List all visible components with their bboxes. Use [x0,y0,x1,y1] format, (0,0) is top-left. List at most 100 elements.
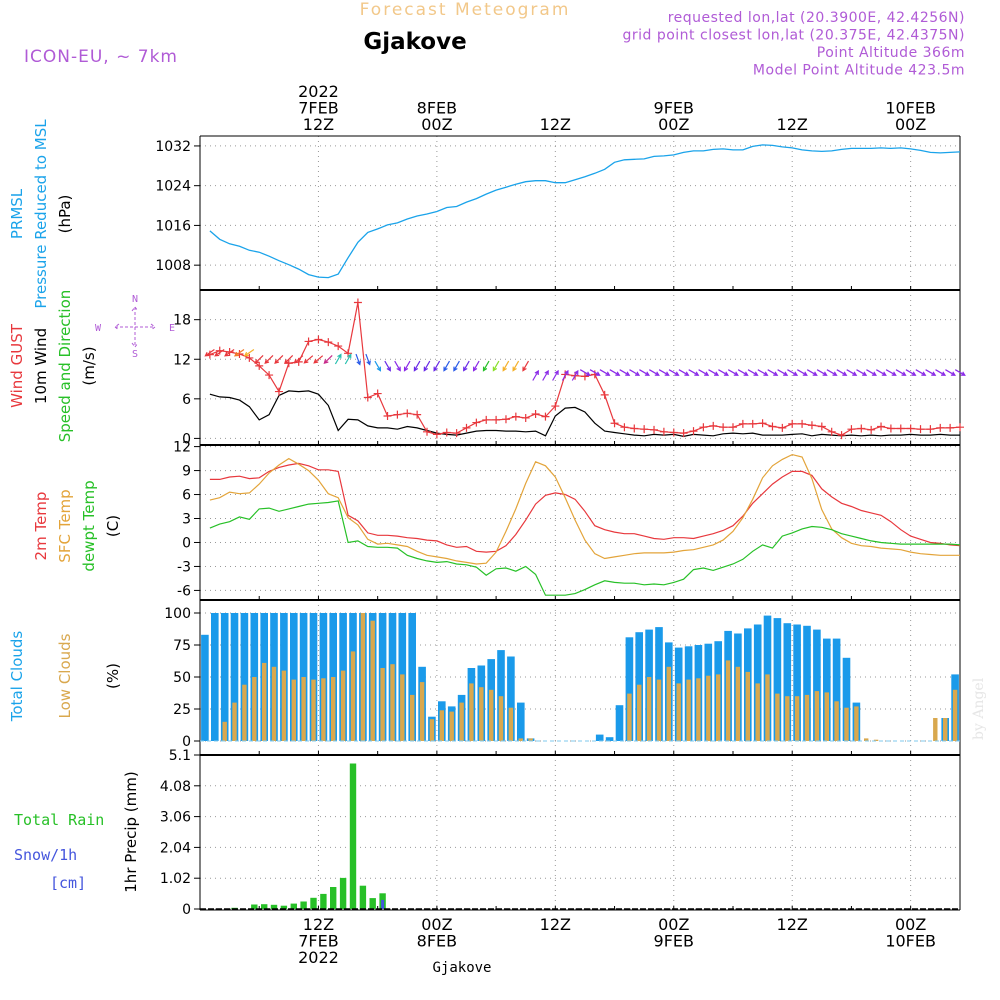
pressure-axis-label: (hPa) [56,195,74,234]
low-cloud-bar [321,678,326,741]
gust-marker [679,429,688,438]
gust-marker [778,423,787,432]
gust-marker [669,428,678,437]
y-tick-label: 0 [182,535,191,551]
low-cloud-bar [804,694,810,741]
time-label-top: 9FEB [654,99,694,118]
y-tick-label: 12 [173,352,191,368]
wind-arrow [954,369,966,376]
time-label-bottom: 00Z [658,915,689,934]
total-cloud-bar [408,613,416,741]
low-cloud-bar [706,675,711,741]
precip-legend-label: Total Rain [14,811,104,829]
wind-arrow [394,360,401,372]
gust-marker [274,387,283,396]
total-cloud-bar [201,634,209,741]
wind-arrow [767,369,779,376]
gust-marker [689,427,698,436]
low-cloud-bar [459,702,464,741]
low-cloud-bar [340,670,346,741]
rain-bar [369,898,376,909]
time-label-bottom: 00Z [895,915,926,934]
y-tick-label: 1008 [155,258,191,274]
low-cloud-bar [350,651,356,741]
gust-marker [837,431,846,440]
wind-arrow [542,369,549,381]
wind-arrow [796,369,808,376]
rain-bar [251,904,258,909]
wind-arrow [463,360,470,372]
low-cloud-bar [627,693,632,741]
time-label-bottom: 10FEB [885,932,936,951]
gust-marker [610,419,619,428]
gust-marker [511,412,520,421]
time-label-top: 00Z [658,115,689,134]
wind-arrow [204,349,215,357]
low-cloud-bar [854,706,859,741]
wind-arrow [344,353,352,365]
low-cloud-bar [716,674,721,741]
wind-arrow [443,360,451,372]
gust-marker [788,419,797,428]
wind-arrow [243,349,255,357]
wind-arrow [472,360,480,372]
low-cloud-bar [222,721,227,741]
temp-axis-label: SFC Temp [56,489,74,562]
gust-marker [501,415,510,424]
rain-bar [261,904,268,909]
info-line: Point Altitude 366m [817,45,965,61]
wind-arrow [935,369,947,376]
time-label-top: 12Z [777,115,808,134]
low-cloud-bar [666,666,671,741]
wind-speed-line [209,390,960,438]
wind-arrow [945,369,956,376]
temp-axis-label: 2m Temp [32,492,50,561]
gust-marker [462,423,471,432]
snow-bar [381,899,385,909]
wind-arrow [875,369,887,376]
gust-marker [432,430,441,439]
gust-marker [896,424,905,433]
precip-legend-label: Snow/1h [14,846,77,864]
wind-arrow [688,369,700,376]
info-line: Model Point Altitude 423.5m [753,63,965,79]
wind-axis-label: (m/s) [80,346,98,385]
gust-marker [867,425,876,434]
gust-marker [946,423,955,432]
low-cloud-bar [498,696,504,741]
compass-north: N [132,294,138,305]
wind-arrow [492,360,500,372]
low-cloud-bar [518,738,523,741]
compass-south: S [132,349,138,360]
wind-arrow [293,355,304,364]
gust-marker [748,419,757,428]
gust-marker [580,372,589,381]
low-cloud-bar [696,678,701,741]
y-tick-label: 50 [173,670,191,686]
gust-marker [265,371,274,380]
gust-marker [541,412,550,421]
low-cloud-bar [785,696,790,741]
wind-arrow [403,360,411,372]
total-cloud-bar [823,638,831,741]
wind-arrow [512,360,520,372]
location-info: requested lon,lat (20.3900E, 42.4256N) gr… [622,10,965,79]
gust-marker [531,410,540,418]
rain-bar [290,903,297,909]
gust-marker [442,428,451,437]
low-cloud-bar [400,674,405,741]
y-tick-label: 1032 [155,139,191,155]
wind-arrow [599,369,611,376]
low-cloud-bar [331,677,336,741]
total-cloud-bar [211,613,219,741]
gust-marker [916,425,925,434]
low-cloud-bar [479,687,484,741]
wind-arrow [777,369,789,376]
temp-axis-label: (C) [104,515,122,537]
wind-arrow [303,355,314,364]
gust-marker [245,353,254,362]
gust-marker [857,424,866,433]
low-cloud-bar [794,696,800,741]
low-cloud-bar [646,677,652,741]
